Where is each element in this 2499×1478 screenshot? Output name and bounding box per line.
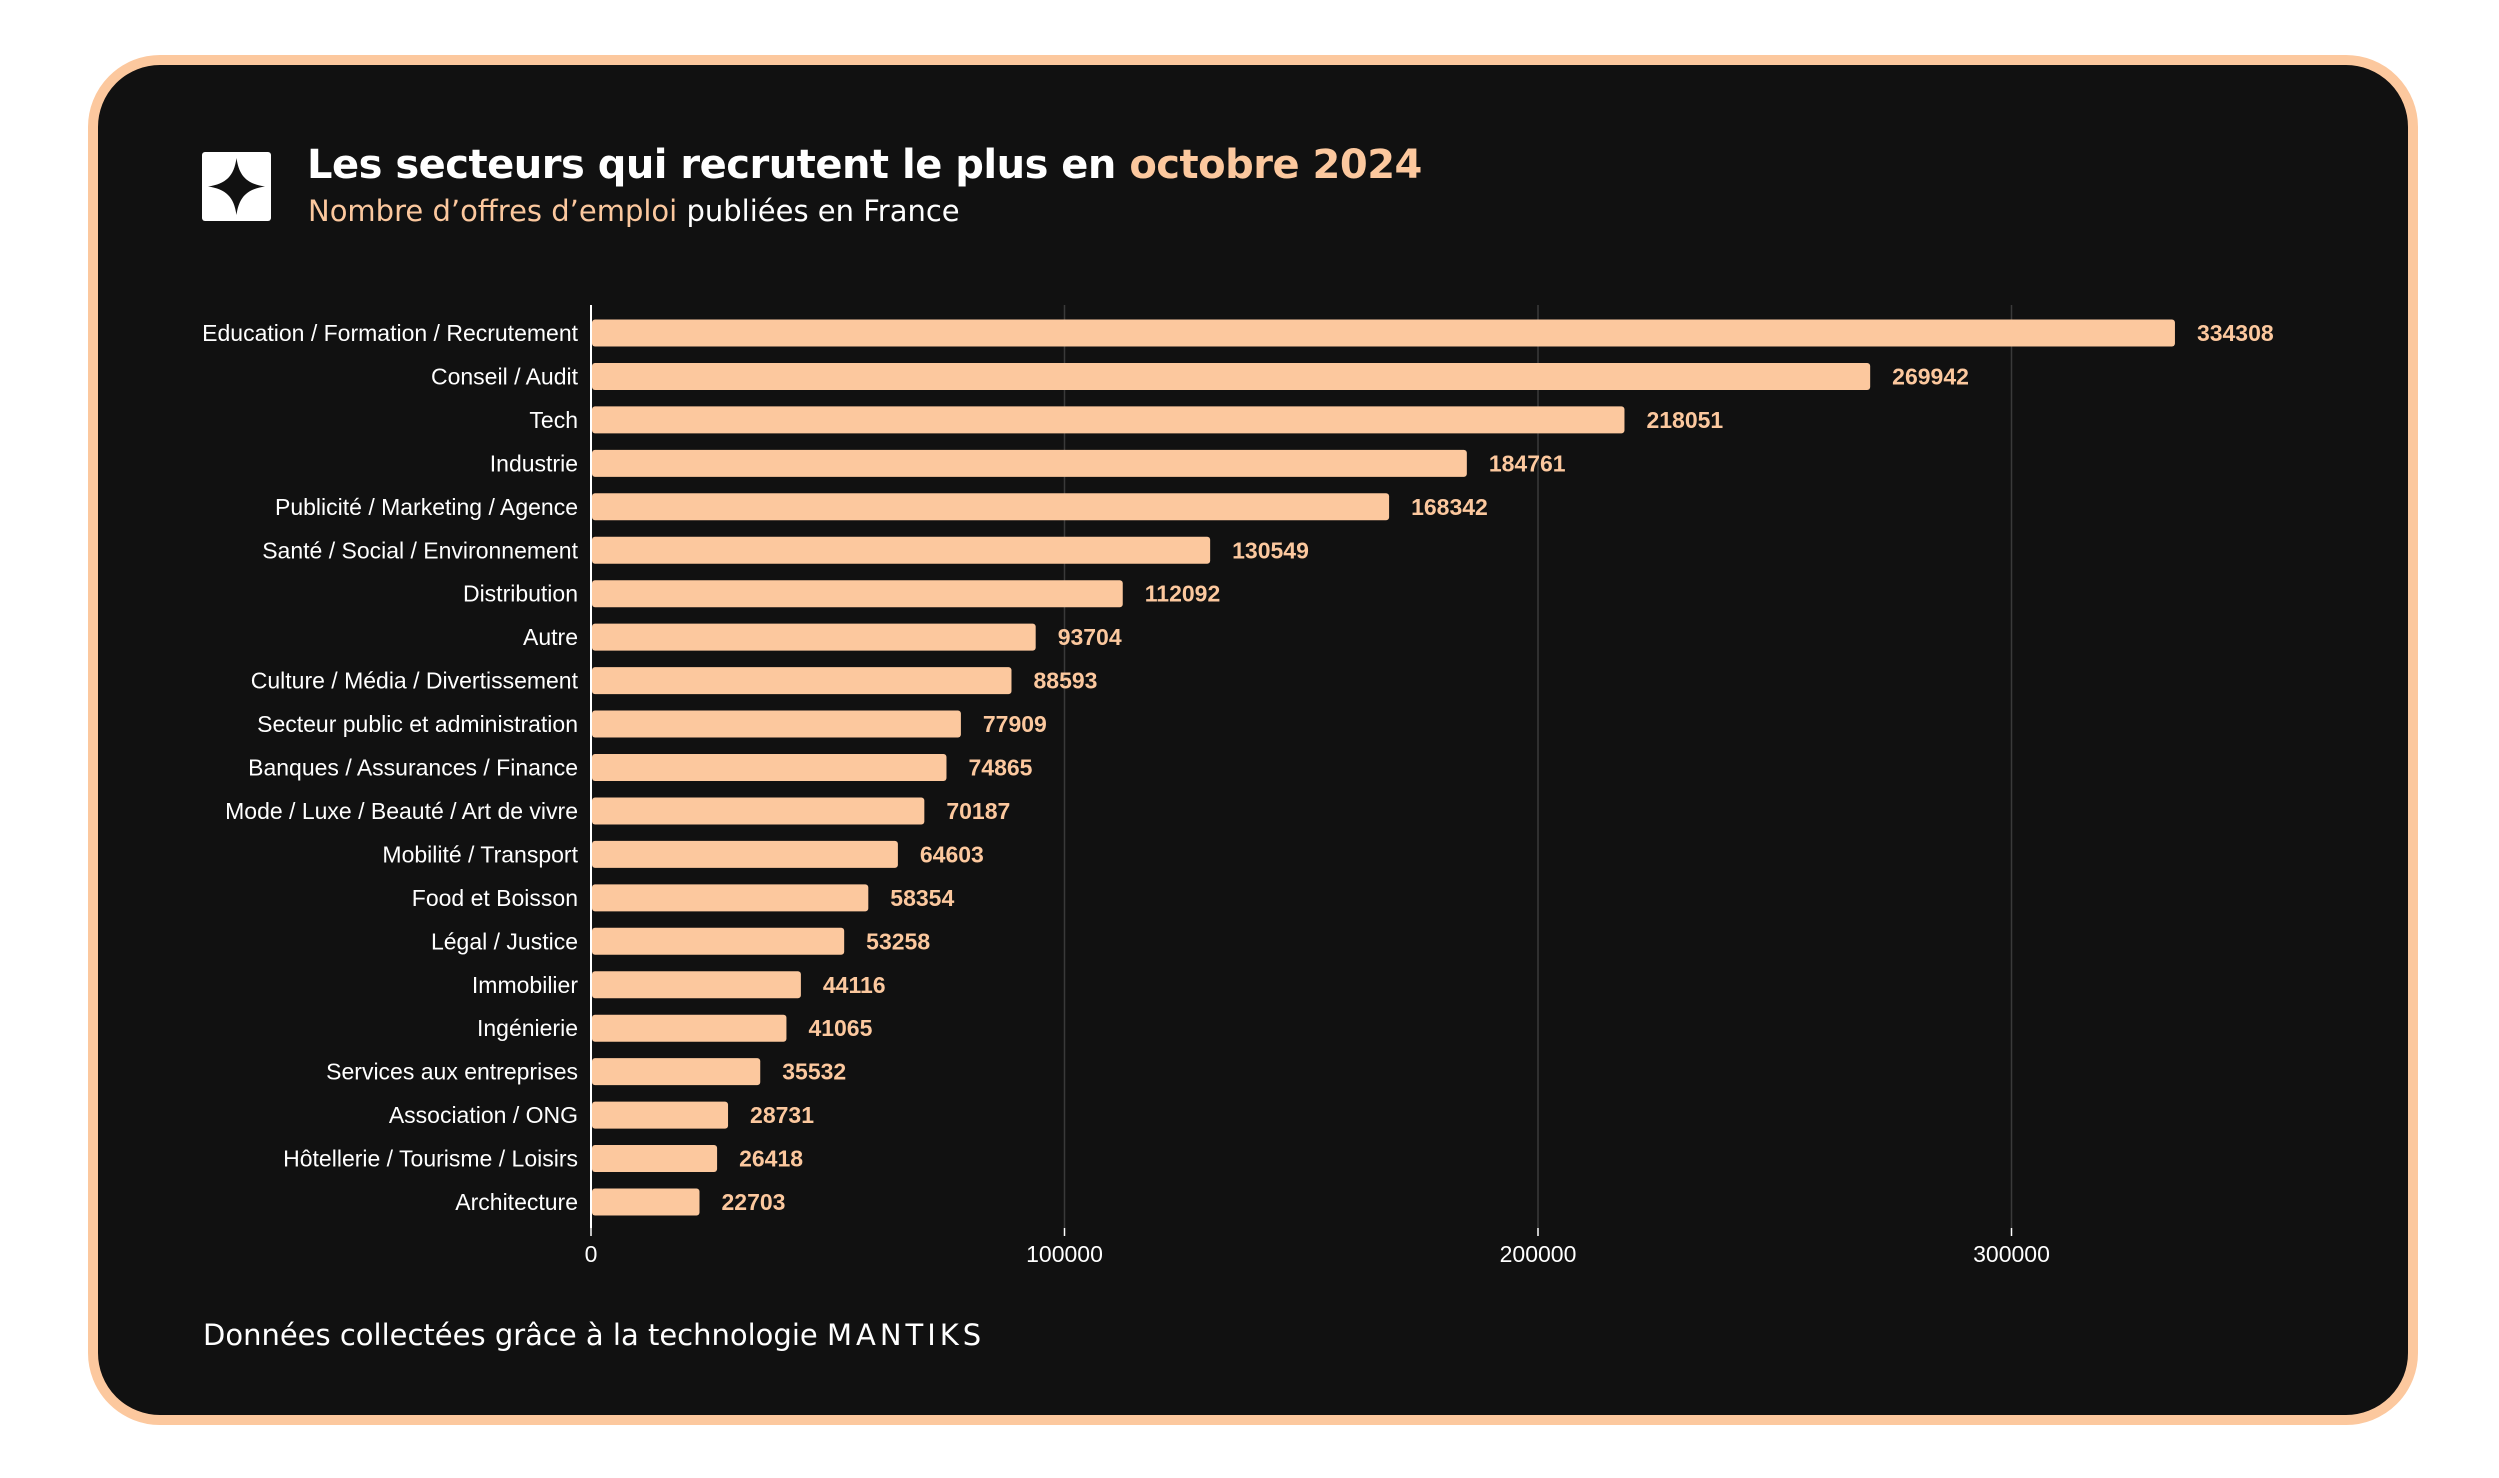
subtitle-rest: publiées en France [677,194,960,228]
value-label: 35532 [782,1059,846,1085]
value-label: 112092 [1145,581,1220,607]
chart-card [88,55,2418,1425]
page-subtitle: Nombre d’offres d’emploi publiées en Fra… [308,194,960,228]
value-label: 53258 [866,928,930,954]
category-label: Tech [529,407,578,433]
value-label: 44116 [823,972,886,998]
category-label: Hôtellerie / Tourisme / Loisirs [283,1146,578,1172]
bar [592,536,1211,564]
bar [592,1058,761,1086]
page-title: Les secteurs qui recrutent le plus en oc… [307,142,1422,188]
category-label: Mode / Luxe / Beauté / Art de vivre [225,798,578,824]
value-label: 22703 [721,1189,785,1215]
category-label: Publicité / Marketing / Agence [275,494,578,520]
value-label: 184761 [1489,450,1566,476]
value-label: 130549 [1232,537,1309,563]
bars [592,319,2175,1216]
value-label: 269942 [1892,363,1969,389]
bar [592,1101,729,1129]
value-label: 93704 [1058,624,1122,650]
value-label: 28731 [750,1102,814,1128]
subtitle-highlight: Nombre d’offres d’emploi [308,194,678,228]
category-label: Légal / Justice [431,928,578,954]
bar [592,1145,718,1173]
value-label: 64603 [920,841,984,867]
x-tick-label: 0 [585,1241,598,1267]
bar [592,1188,700,1216]
bar [592,840,898,868]
category-label: Santé / Social / Environnement [262,537,578,563]
category-labels: Education / Formation / Recrutement Conse… [202,320,578,1215]
four-point-star-icon [208,158,265,215]
category-label: Distribution [463,581,578,607]
value-label: 26418 [739,1146,803,1172]
category-label: Conseil / Audit [431,363,579,389]
bar [592,927,845,955]
footer-text: Données collectées grâce à la technologi… [203,1318,827,1352]
category-label: Immobilier [472,972,578,998]
bar [592,362,1871,390]
bar [592,754,947,781]
category-label: Services aux entreprises [326,1059,578,1085]
bar [592,1014,787,1042]
bar [592,493,1390,521]
category-label: Culture / Média / Divertissement [251,668,579,694]
bar [592,971,801,999]
title-main: Les secteurs qui recrutent le plus en [307,142,1130,188]
bar [592,580,1123,608]
bar [592,797,925,825]
value-label: 218051 [1646,407,1723,433]
category-label: Ingénierie [477,1015,578,1041]
category-label: Autre [523,624,578,650]
bar [592,449,1467,477]
footer-credit: Données collectées grâce à la technologi… [203,1318,985,1352]
category-label: Industrie [490,450,578,476]
category-label: Education / Formation / Recrutement [202,320,578,346]
x-tick-label: 100000 [1026,1241,1103,1267]
x-tick-labels: 0 100000 200000 300000 [585,1228,2050,1267]
category-label: Food et Boisson [412,885,578,911]
value-label: 41065 [808,1015,872,1041]
title-highlight: octobre 2024 [1129,142,1422,188]
bar [592,884,869,912]
grid-lines [590,305,2013,1228]
category-label: Mobilité / Transport [382,841,578,867]
value-label: 334308 [2197,320,2274,346]
value-label: 70187 [946,798,1010,824]
bar [592,319,2175,347]
category-label: Secteur public et administration [257,711,578,737]
value-label: 168342 [1411,494,1488,520]
category-label: Banques / Assurances / Finance [248,755,578,781]
bar [592,710,961,738]
bar [592,623,1036,651]
value-label: 58354 [890,885,954,911]
value-label: 77909 [983,711,1047,737]
x-tick-label: 300000 [1973,1241,2050,1267]
category-label: Association / ONG [389,1102,578,1128]
bar [592,667,1012,695]
value-label: 88593 [1033,668,1097,694]
x-tick-label: 200000 [1500,1241,1577,1267]
value-label: 74865 [968,755,1032,781]
bar [592,406,1625,434]
category-label: Architecture [455,1189,578,1215]
logo [202,152,271,221]
brand-name: MANTIKS [826,1318,986,1352]
